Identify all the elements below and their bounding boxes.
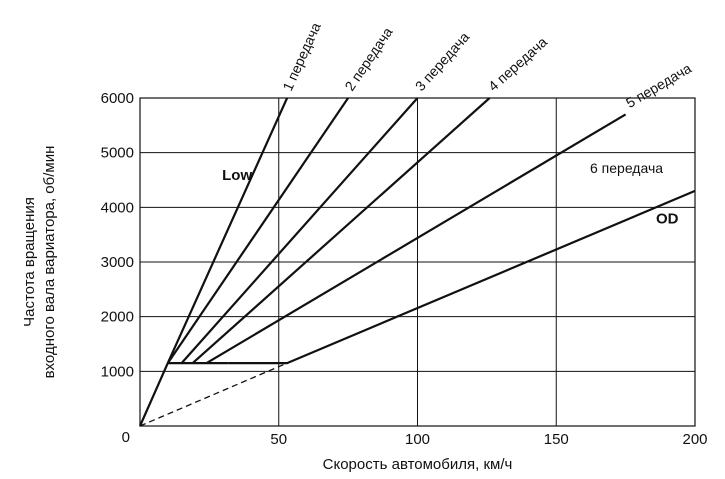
series-label-6: 6 передача [590, 160, 663, 176]
x-tick-label: 100 [405, 431, 430, 448]
series-line-4 [191, 97, 491, 364]
x-tick-label: 150 [544, 431, 569, 448]
x-tick-label: 50 [270, 431, 287, 448]
series-label-1: 1 передача [279, 20, 324, 93]
series-line-6 [228, 189, 696, 365]
y-tick-label: 6000 [101, 90, 134, 107]
x-axis-title: Скорость автомобиля, км/ч [323, 456, 513, 473]
y-tick-label: 1000 [101, 363, 134, 380]
y-axis-title-line-2: входного вала вариатора, об/мин [41, 146, 58, 379]
grid [139, 97, 696, 427]
y-tick-label: 4000 [101, 199, 134, 216]
tick-labels: 50 100 150 200 1000 2000 3000 4000 5000 6000 0 [101, 90, 708, 448]
region-label-2: OD [656, 211, 679, 228]
series-line-8 [139, 362, 169, 427]
series-label-3: 3 передача [412, 29, 473, 94]
origin-label: 0 [122, 429, 130, 446]
x-tick-label: 200 [682, 431, 707, 448]
series-labels: 1 передача 2 передача 3 передача 4 передача… [222, 20, 694, 228]
series-label-4: 4 передача [485, 33, 550, 94]
series-line-2 [166, 97, 350, 364]
series-label-5: 5 передача [623, 60, 694, 111]
series-line-5 [206, 113, 627, 365]
y-axis-title-line-1: Частота вращения [21, 197, 38, 327]
region-label-1: Low [222, 167, 252, 184]
series-line-7 [139, 362, 288, 427]
y-tick-label: 5000 [101, 145, 134, 162]
series-lines [138, 97, 696, 427]
series-line-3 [180, 97, 419, 364]
y-tick-label: 2000 [101, 309, 134, 326]
y-tick-label: 3000 [101, 254, 134, 271]
series-label-2: 2 передача [341, 24, 395, 94]
